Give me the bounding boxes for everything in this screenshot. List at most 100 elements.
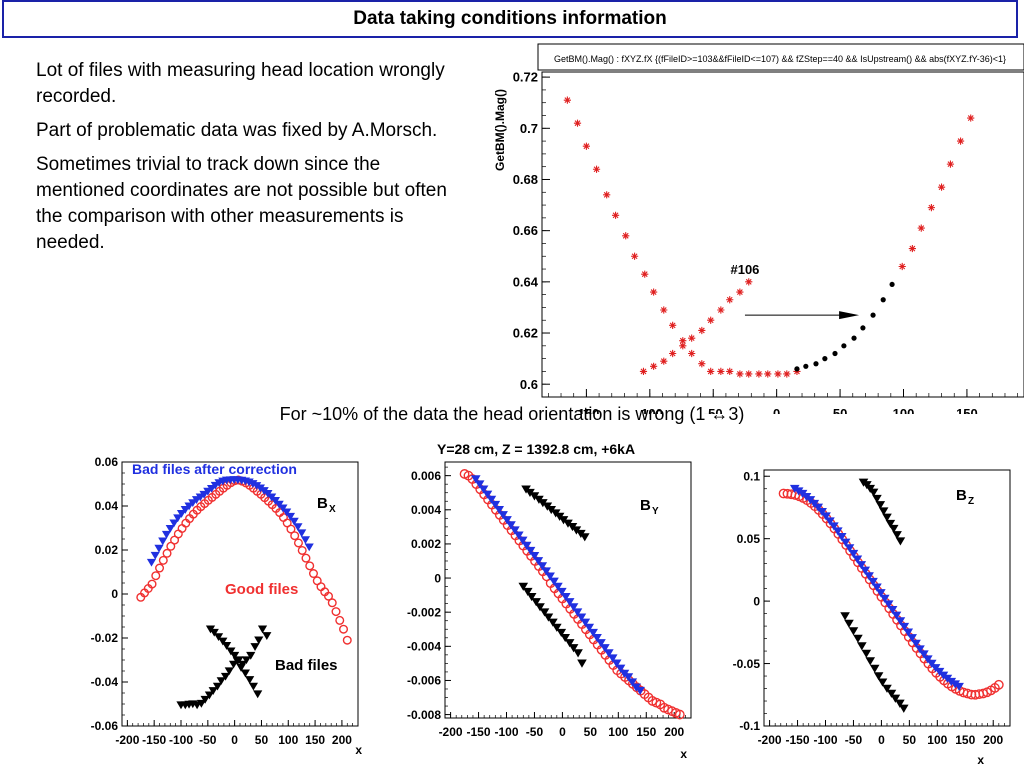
data-point xyxy=(635,686,645,696)
data-point xyxy=(879,594,890,603)
data-point xyxy=(180,506,190,514)
data-point xyxy=(841,343,847,349)
data-point xyxy=(248,480,258,488)
data-point xyxy=(297,545,307,555)
legend-bad-after-correction: Bad files after correction xyxy=(132,461,297,477)
y-tick-label: -0.002 xyxy=(407,605,441,619)
data-point xyxy=(529,552,540,561)
slide-title: Data taking conditions information xyxy=(353,8,667,29)
data-point xyxy=(993,679,1004,690)
data-point xyxy=(864,572,874,581)
data-point xyxy=(250,643,260,651)
data-point xyxy=(891,611,902,620)
data-point xyxy=(895,617,906,626)
data-point xyxy=(836,532,847,542)
data-point xyxy=(876,589,886,598)
data-point xyxy=(829,522,839,531)
data-point xyxy=(813,503,824,512)
data-point xyxy=(293,538,303,548)
component-label-sub: X xyxy=(329,504,336,515)
y-tick-label: 0 xyxy=(434,571,441,585)
data-point xyxy=(852,555,863,564)
data-point xyxy=(908,244,916,253)
data-point xyxy=(880,297,886,303)
data-point xyxy=(221,642,232,650)
data-point xyxy=(531,598,541,607)
data-point xyxy=(844,544,855,553)
data-point xyxy=(669,349,677,358)
data-point xyxy=(660,306,668,314)
data-point xyxy=(335,615,345,625)
data-point xyxy=(584,623,595,632)
y-tick-label: 0.68 xyxy=(513,172,538,187)
data-point xyxy=(755,370,763,378)
data-point xyxy=(592,633,602,643)
y-axis-label: GetBM().Mag() xyxy=(493,89,507,171)
data-point xyxy=(218,637,228,646)
data-point xyxy=(882,513,892,522)
x-tick-label: 100 xyxy=(927,733,947,747)
data-point xyxy=(615,664,626,673)
data-point xyxy=(238,660,248,669)
data-point xyxy=(669,321,677,329)
series-2 xyxy=(518,485,590,668)
series-2 xyxy=(840,478,909,713)
data-point xyxy=(650,362,658,370)
x-tick-label: -150 xyxy=(573,406,599,414)
data-point xyxy=(285,512,296,521)
chart-title: GetBM().Mag() : fXYZ.fX {(fFileID>=103&&… xyxy=(554,54,1006,64)
data-point xyxy=(588,628,598,637)
data-point xyxy=(937,183,946,191)
data-point xyxy=(926,659,937,668)
data-point xyxy=(899,622,910,632)
data-point xyxy=(161,530,172,539)
plot-frame xyxy=(444,461,692,719)
data-point xyxy=(825,517,835,526)
note-3: Sometimes trivial to track down since th… xyxy=(36,154,447,253)
data-point xyxy=(872,583,882,592)
data-point xyxy=(679,337,687,345)
y-tick-label: 0.7 xyxy=(520,121,538,136)
data-point xyxy=(917,224,925,232)
data-point xyxy=(234,656,244,665)
x-tick-label: 50 xyxy=(584,725,598,739)
data-point xyxy=(887,606,898,615)
data-point xyxy=(736,288,744,296)
data-point xyxy=(878,507,889,516)
chart-by: -200 -150 -100 -50 0 50 100 150 200 -0.008 -0.006 -… xyxy=(407,441,692,761)
y-tick-label: -0.1 xyxy=(739,719,760,733)
data-point xyxy=(282,508,292,517)
x-tick-label: 150 xyxy=(636,725,656,739)
data-point xyxy=(679,342,687,350)
data-point xyxy=(794,366,800,372)
data-point xyxy=(717,367,725,376)
data-point xyxy=(726,296,734,304)
annotation-106: #106 xyxy=(730,262,759,277)
data-point xyxy=(793,487,804,496)
data-point xyxy=(560,633,571,643)
data-point xyxy=(204,691,215,700)
data-point xyxy=(576,613,587,622)
data-point xyxy=(151,571,161,581)
data-point xyxy=(220,672,231,681)
data-point xyxy=(611,211,620,219)
data-point xyxy=(577,659,587,668)
data-point xyxy=(873,672,884,681)
y-tick-label: 0.72 xyxy=(513,70,538,85)
data-point xyxy=(568,603,579,612)
data-point xyxy=(844,619,854,628)
data-point xyxy=(226,647,236,656)
data-point xyxy=(245,676,255,684)
data-point xyxy=(898,262,906,271)
data-point xyxy=(254,636,264,645)
data-point xyxy=(868,577,878,587)
data-point xyxy=(224,667,234,676)
x-axis-label: x xyxy=(680,747,687,761)
chart-bx: -200 -150 -100 -50 0 50 100 150 200 -0.06 -0.04 -0.… xyxy=(91,455,363,757)
x-tick-label: -100 xyxy=(494,725,518,739)
y-tick-label: 0.62 xyxy=(513,326,538,341)
data-point xyxy=(240,669,250,678)
x-tick-label: 50 xyxy=(903,733,917,747)
y-tick-label: -0.02 xyxy=(91,631,119,645)
x-tick-label: 150 xyxy=(305,733,325,747)
